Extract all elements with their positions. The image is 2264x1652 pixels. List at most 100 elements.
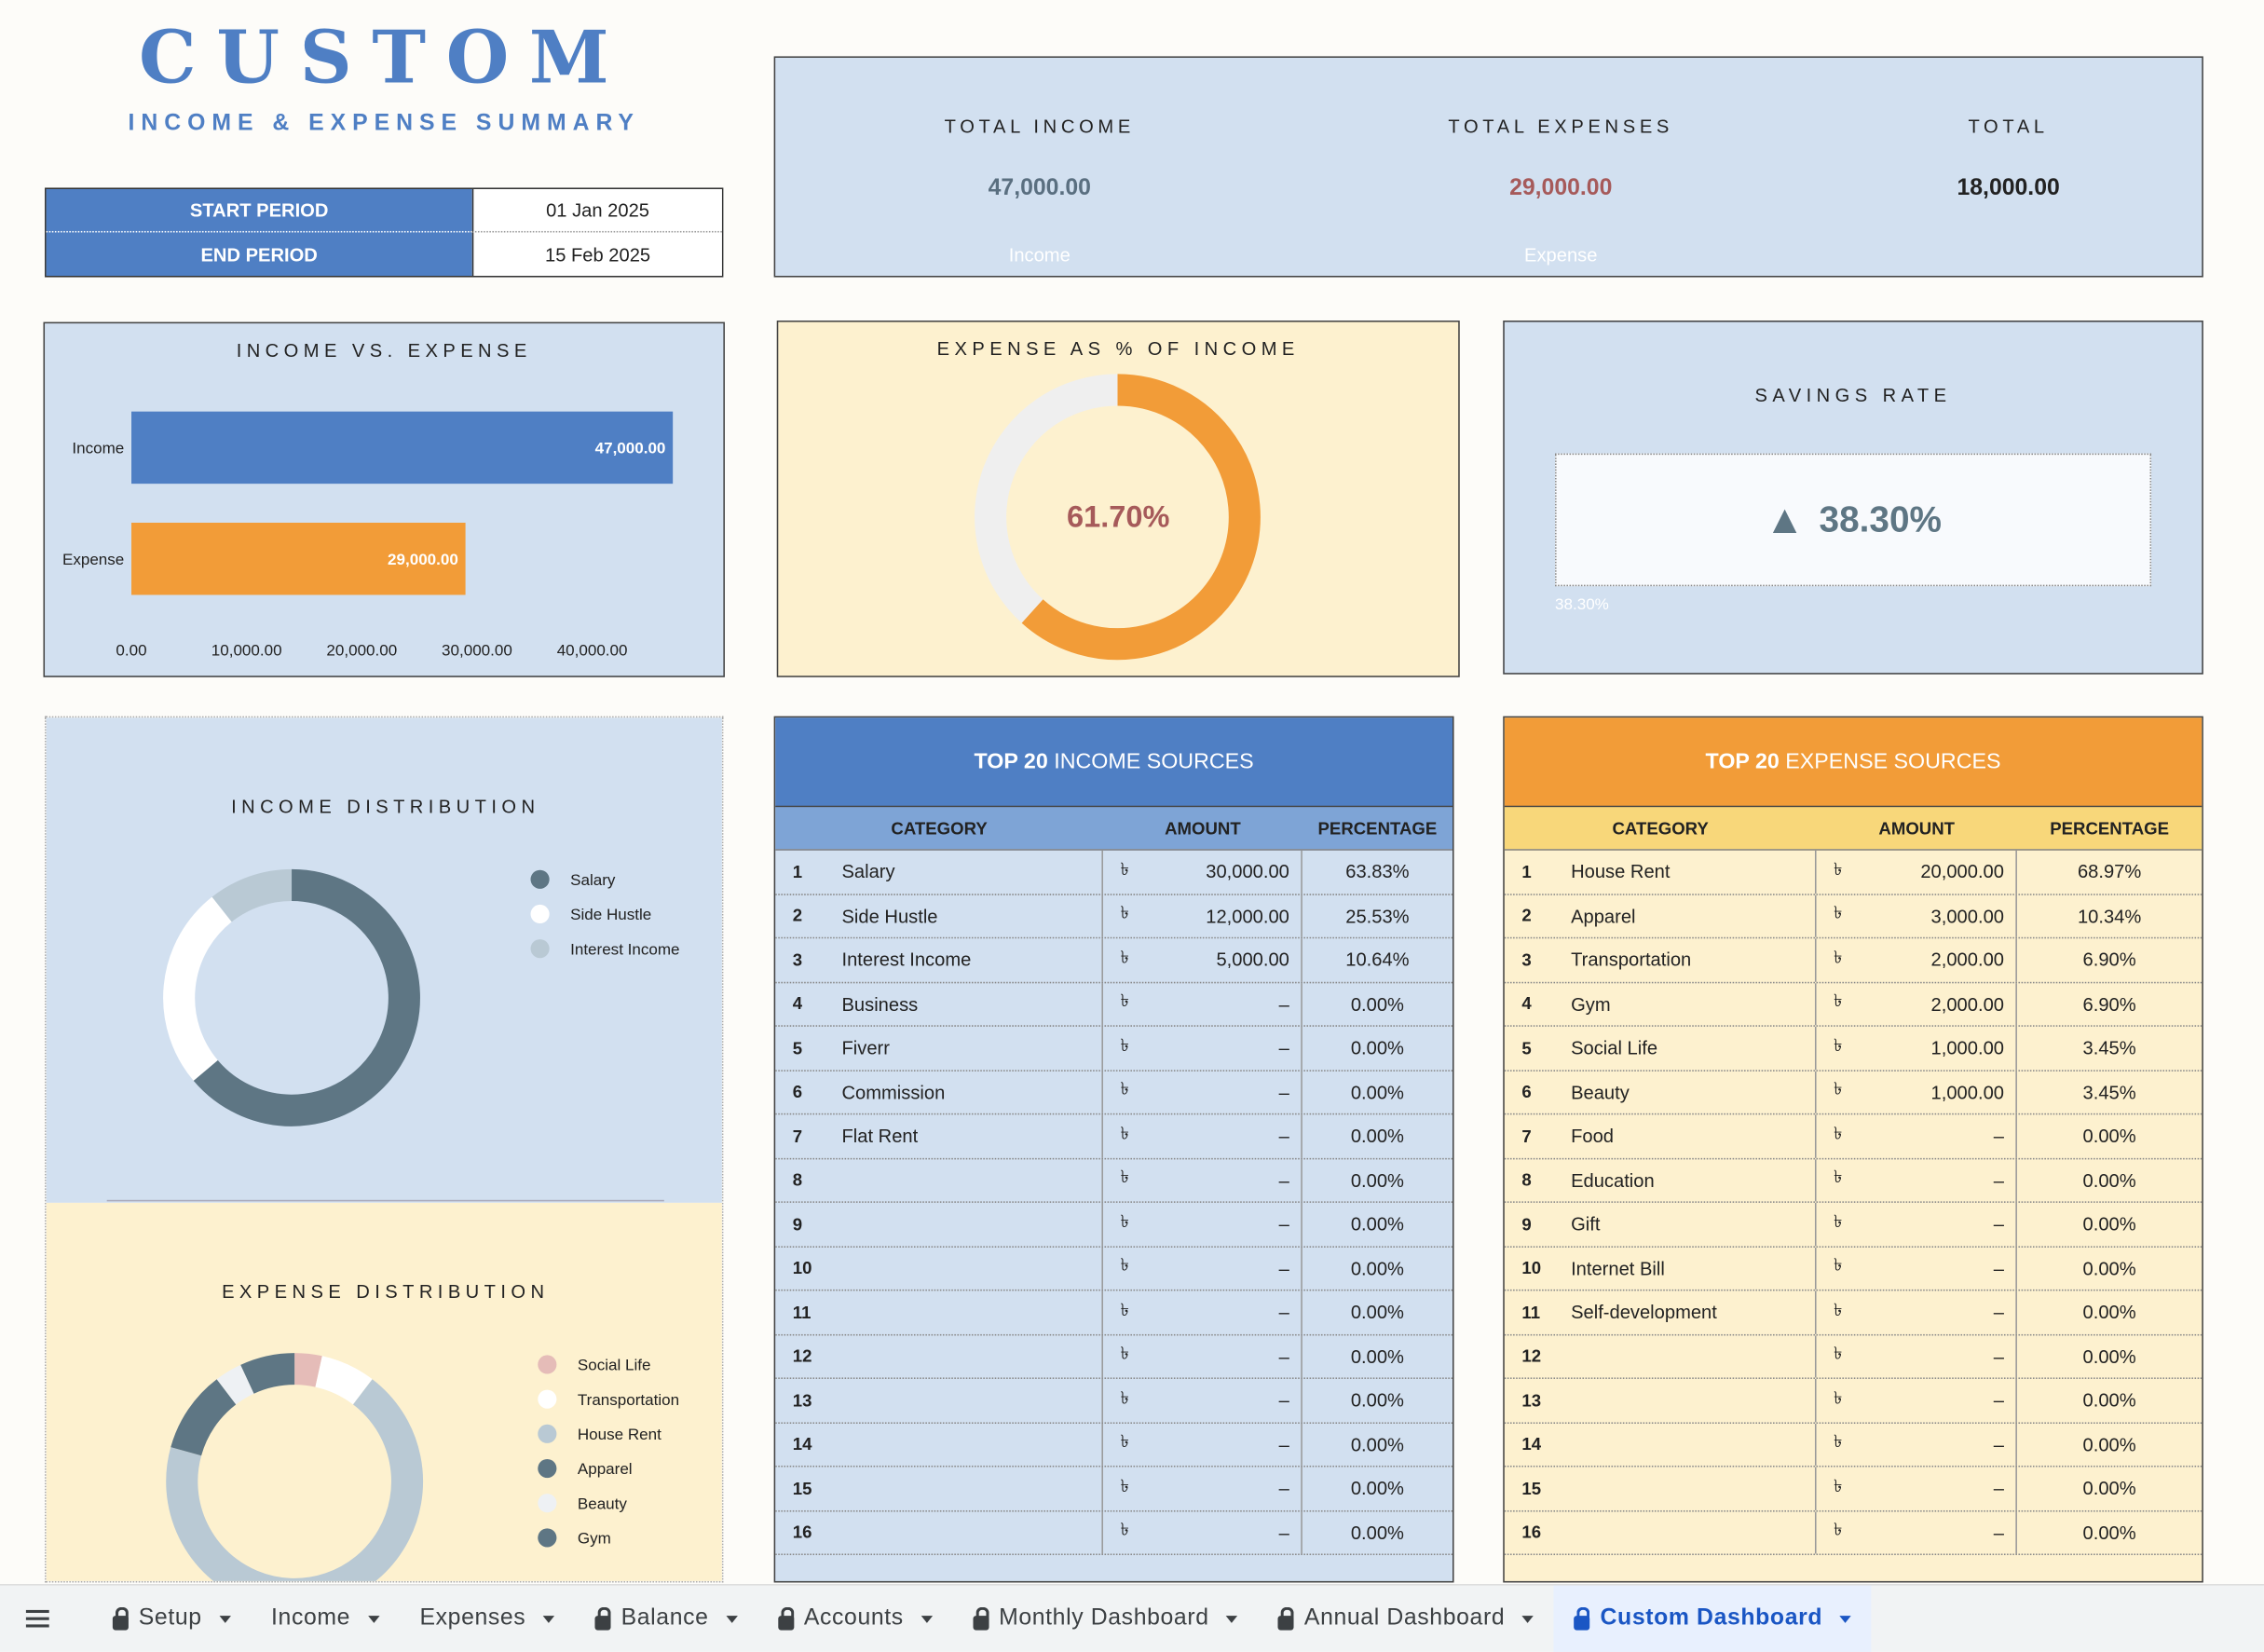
row-number: 5: [792, 1037, 803, 1058]
income-table-title-rest: INCOME SOURCES: [1047, 749, 1254, 774]
end-period-value[interactable]: 15 Feb 2025: [471, 232, 722, 276]
tab-setup[interactable]: Setup: [92, 1586, 251, 1652]
sheet-tabs: Setup Income Expenses Balance Accounts Monthl…: [92, 1585, 1872, 1652]
row-category: [841, 1158, 1103, 1202]
tab-label: Expenses: [419, 1605, 526, 1631]
chevron-down-icon[interactable]: [921, 1615, 933, 1623]
income-table-title-bold: TOP 20: [974, 749, 1048, 774]
tab-custom-dashboard[interactable]: Custom Dashboard: [1553, 1585, 1872, 1652]
lock-icon: [973, 1606, 989, 1631]
row-percentage: 0.00%: [2082, 1213, 2136, 1236]
chevron-down-icon[interactable]: [1839, 1615, 1852, 1623]
legend-label: Side Hustle: [570, 906, 651, 923]
legend-swatch: [530, 869, 550, 889]
tab-expenses[interactable]: Expenses: [400, 1586, 575, 1652]
row-percentage: 0.00%: [1350, 1168, 1404, 1192]
income-table-row: 1 Salary ৳ 30,000.00 63.83%: [775, 850, 1453, 895]
tab-annual-dashboard[interactable]: Annual Dashboard: [1258, 1586, 1554, 1652]
tab-income[interactable]: Income: [251, 1586, 399, 1652]
currency-symbol: ৳: [1120, 1431, 1129, 1452]
chevron-down-icon[interactable]: [219, 1615, 231, 1623]
row-percentage: 0.00%: [1350, 1521, 1404, 1544]
expense-table-row: 13 ৳ – 0.00%: [1504, 1378, 2203, 1424]
currency-symbol: ৳: [1120, 1167, 1129, 1188]
chevron-down-icon[interactable]: [726, 1615, 738, 1623]
row-category: Transportation: [1571, 938, 1817, 982]
currency-symbol: ৳: [1834, 1431, 1843, 1452]
row-percentage: 0.00%: [1350, 1125, 1404, 1147]
row-amount: –: [1865, 1114, 2017, 1158]
row-percentage: 25.53%: [1345, 905, 1410, 927]
tab-accounts[interactable]: Accounts: [757, 1586, 952, 1652]
row-amount: 30,000.00: [1152, 850, 1302, 894]
row-number: 3: [792, 949, 803, 971]
chevron-down-icon[interactable]: [542, 1615, 555, 1623]
expense-table-row: 15 ৳ – 0.00%: [1504, 1467, 2203, 1511]
row-percentage: 0.00%: [2082, 1257, 2136, 1279]
total-income-note: Income: [1008, 243, 1071, 266]
lock-icon: [1278, 1606, 1295, 1631]
currency-symbol: ৳: [1120, 1123, 1129, 1143]
row-percentage: 10.34%: [2077, 905, 2142, 927]
currency-symbol: ৳: [1834, 947, 1843, 967]
currency-symbol: ৳: [1834, 1386, 1843, 1408]
expense-col-category: CATEGORY: [1612, 817, 1709, 839]
row-percentage: 0.00%: [2082, 1301, 2136, 1323]
total-expense-note: Expense: [1524, 243, 1598, 266]
tab-label: Accounts: [803, 1605, 904, 1631]
expense-table-row: 1 House Rent ৳ 20,000.00 68.97%: [1504, 850, 2203, 895]
row-category: Interest Income: [841, 938, 1103, 982]
row-category: [841, 1510, 1103, 1554]
row-number: 1: [792, 861, 803, 882]
row-number: 10: [1521, 1258, 1542, 1278]
tab-monthly-dashboard[interactable]: Monthly Dashboard: [952, 1586, 1258, 1652]
row-percentage: 68.97%: [2077, 861, 2142, 883]
row-amount: –: [1865, 1510, 2017, 1554]
income-table-row: 16 ৳ – 0.00%: [775, 1510, 1453, 1556]
row-amount: –: [1865, 1467, 2017, 1510]
menu-icon[interactable]: [25, 1609, 49, 1628]
row-amount: –: [1865, 1334, 2017, 1378]
row-amount: 3,000.00: [1865, 894, 2017, 937]
legend-swatch: [538, 1528, 557, 1548]
row-percentage: 63.83%: [1345, 861, 1410, 883]
row-category: [1571, 1510, 1817, 1554]
total-income-value: 47,000.00: [988, 176, 1091, 201]
lock-icon: [1574, 1606, 1590, 1631]
income-table-row: 15 ৳ – 0.00%: [775, 1467, 1453, 1511]
expense-table-title-rest: EXPENSE SOURCES: [1779, 749, 2001, 774]
chevron-down-icon[interactable]: [1521, 1615, 1534, 1623]
expense-distribution-title: EXPENSE DISTRIBUTION: [222, 1280, 550, 1303]
expense-pct-panel: EXPENSE AS % OF INCOME 61.70%: [776, 321, 1460, 677]
expense-table-row: 9 Gift ৳ – 0.00%: [1504, 1202, 2203, 1248]
row-number: 14: [1521, 1434, 1542, 1454]
income-distribution-slice: [193, 868, 420, 1126]
row-amount: 2,000.00: [1865, 938, 2017, 982]
expense-table-row: 3 Transportation ৳ 2,000.00 6.90%: [1504, 938, 2203, 983]
currency-symbol: ৳: [1834, 1210, 1843, 1232]
expense-distribution-slice: [170, 1379, 237, 1456]
tab-label: Setup: [138, 1605, 202, 1631]
start-period-value[interactable]: 01 Jan 2025: [471, 189, 722, 233]
currency-symbol: ৳: [1834, 1519, 1843, 1540]
legend-swatch: [538, 1458, 557, 1479]
legend-label: Gym: [578, 1530, 611, 1548]
total-label: TOTAL: [1968, 115, 2049, 138]
expense-col-amount: AMOUNT: [1878, 817, 1956, 839]
expense-table-row: 2 Apparel ৳ 3,000.00 10.34%: [1504, 894, 2203, 939]
currency-symbol: ৳: [1120, 1079, 1129, 1099]
row-category: Flat Rent: [841, 1114, 1103, 1158]
expense-table-row: 4 Gym ৳ 2,000.00 6.90%: [1504, 982, 2203, 1027]
page-subtitle: INCOME & EXPENSE SUMMARY: [128, 111, 640, 136]
chevron-down-icon[interactable]: [1226, 1615, 1238, 1623]
chevron-down-icon[interactable]: [367, 1615, 380, 1623]
tick-label: 20,000.00: [326, 642, 397, 660]
tab-balance[interactable]: Balance: [575, 1586, 757, 1652]
row-amount: –: [1865, 1290, 2017, 1334]
row-category: Salary: [841, 850, 1103, 894]
total-expense-value: 29,000.00: [1509, 176, 1613, 201]
expense-table-body: 1 House Rent ৳ 20,000.00 68.97% 2 Apparel ৳ 3,00…: [1504, 850, 2203, 1556]
legend-label: Salary: [570, 871, 616, 889]
currency-symbol: ৳: [1834, 1255, 1843, 1276]
row-category: Beauty: [1571, 1071, 1817, 1113]
